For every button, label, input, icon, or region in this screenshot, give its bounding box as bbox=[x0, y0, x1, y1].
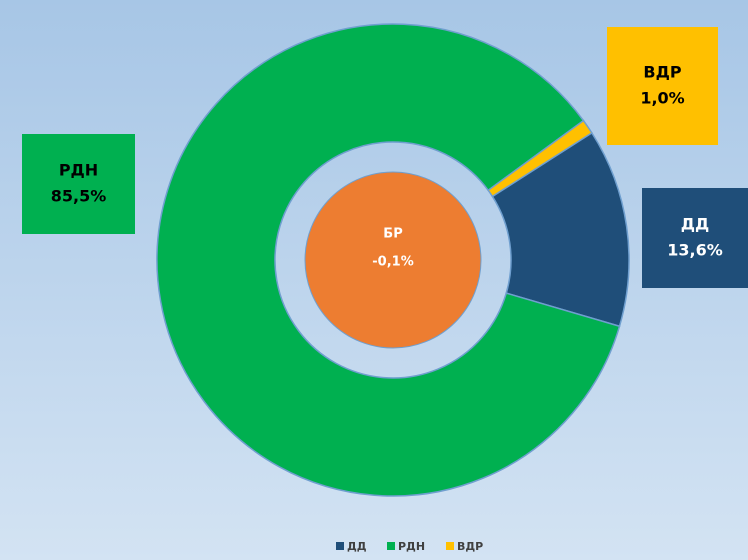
legend-label: РДН bbox=[398, 540, 425, 553]
center-mark bbox=[304, 171, 482, 349]
doughnut-segment bbox=[487, 119, 593, 198]
legend-label: ДД bbox=[347, 540, 367, 553]
label-box bbox=[607, 27, 718, 145]
label-value: 85,5% bbox=[51, 187, 107, 206]
doughnut-segment bbox=[156, 23, 621, 497]
label-name: ВДР bbox=[643, 63, 681, 82]
center-value: -0,1% bbox=[372, 255, 413, 270]
label-value: 1,0% bbox=[640, 89, 684, 108]
legend-label: ВДР bbox=[457, 540, 483, 553]
label-name: ДД bbox=[681, 215, 710, 234]
center-name: БР bbox=[383, 227, 402, 242]
label-name: РДН bbox=[59, 161, 98, 180]
label-value: 13,6% bbox=[667, 241, 723, 260]
label-box bbox=[642, 188, 748, 288]
label-box bbox=[22, 134, 135, 234]
legend-swatch bbox=[387, 542, 395, 550]
legend-swatch bbox=[336, 542, 344, 550]
legend-swatch bbox=[446, 542, 454, 550]
